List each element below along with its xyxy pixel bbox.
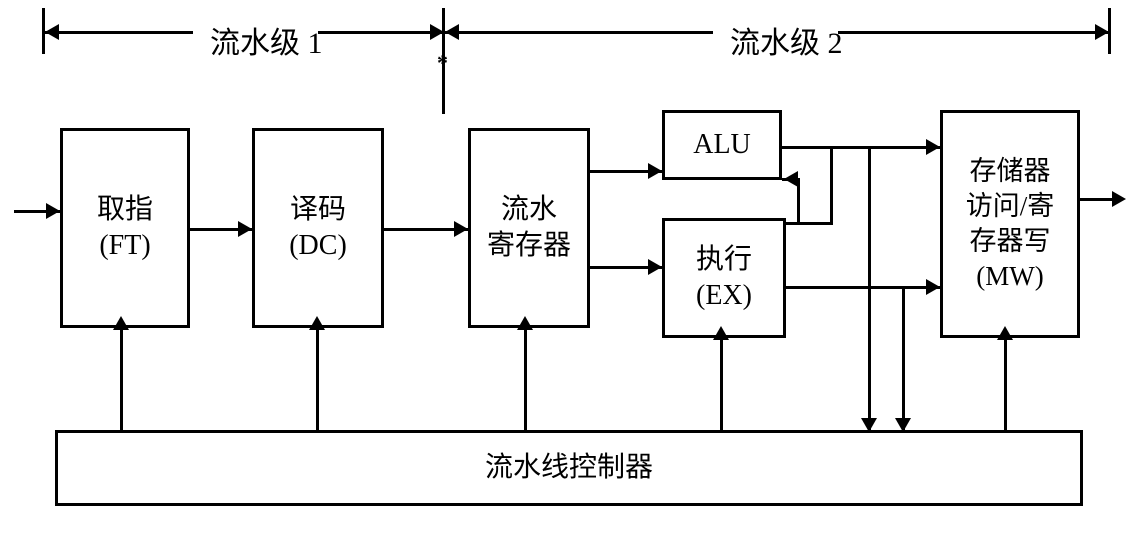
ctrl-ft: [120, 328, 123, 430]
alu-fb-v: [830, 146, 833, 225]
stage1-lineB: [318, 31, 445, 34]
fb-alu-ctrl: [868, 146, 871, 430]
tick-mid-ext: [442, 54, 445, 114]
arrow-alu-mw: [782, 146, 940, 149]
arrowhead-dc-pr: [454, 221, 468, 237]
arrowhead-pr-alu: [648, 163, 662, 179]
ah-ctrl-ex: [713, 326, 729, 340]
ft-l1: 取指: [97, 192, 153, 228]
arrowhead-ex-mw: [926, 279, 940, 295]
ex-l2: (EX): [696, 278, 752, 314]
pr-l2: 寄存器: [487, 228, 571, 264]
ah-ctrl-dc: [309, 316, 325, 330]
arrowhead-ft-dc: [238, 221, 252, 237]
alu-fb-v2: [797, 178, 800, 225]
mw-l4: (MW): [976, 259, 1043, 294]
ctrl-pr: [524, 328, 527, 430]
stage1-label: 流水级 1: [210, 18, 323, 62]
ctrl-l1: 流水线控制器: [485, 450, 653, 486]
stage2-arrowL: [445, 24, 459, 40]
dc-l1: 译码: [290, 192, 346, 228]
stage1-arrowR: [430, 24, 444, 40]
ah-ctrl-mw: [997, 326, 1013, 340]
stage2-lineA: [445, 31, 713, 34]
box-pr: 流水 寄存器: [468, 128, 590, 328]
box-alu: ALU: [662, 110, 782, 180]
ah-fb-alu-ctrl: [861, 418, 877, 432]
alu-fb-h2: [782, 178, 800, 181]
ah-ctrl-pr: [517, 316, 533, 330]
arrowhead-in-ft: [46, 203, 60, 219]
alu-l1: ALU: [693, 127, 751, 163]
pr-l1: 流水: [501, 192, 557, 228]
stage2-arrowR: [1095, 24, 1109, 40]
ctrl-mw: [1004, 338, 1007, 430]
box-ctrl: 流水线控制器: [55, 430, 1083, 506]
box-dc: 译码 (DC): [252, 128, 384, 328]
fb-ex-ctrl: [902, 286, 905, 430]
stage1-lineA: [45, 31, 193, 34]
pipeline-diagram: 流水级 1 流水级 2 * 取指 (FT) 译码 (DC) 流水 寄存器 ALU…: [0, 0, 1129, 553]
mw-l1: 存储器: [970, 154, 1051, 189]
box-mw: 存储器 访问/寄 存器写 (MW): [940, 110, 1080, 338]
arrow-ex-mw: [786, 286, 940, 289]
mw-l3: 存器写: [970, 224, 1051, 259]
arrowhead-pr-ex: [648, 259, 662, 275]
mw-l2: 访问/寄: [966, 189, 1055, 224]
ft-l2: (FT): [99, 228, 150, 264]
ctrl-dc: [316, 328, 319, 430]
ex-l1: 执行: [696, 242, 752, 278]
arrowhead-alu-mw: [926, 139, 940, 155]
box-ex: 执行 (EX): [662, 218, 786, 338]
dc-l2: (DC): [289, 228, 347, 264]
ah-ctrl-ft: [113, 316, 129, 330]
arrowhead-mw-out: [1112, 191, 1126, 207]
ah-fb-ex-ctrl: [895, 418, 911, 432]
box-ft: 取指 (FT): [60, 128, 190, 328]
stage2-label: 流水级 2: [730, 18, 843, 62]
alu-fb-h: [786, 222, 833, 225]
stage2-lineB: [838, 31, 1108, 34]
ctrl-ex: [720, 338, 723, 430]
stage1-arrowL: [45, 24, 59, 40]
